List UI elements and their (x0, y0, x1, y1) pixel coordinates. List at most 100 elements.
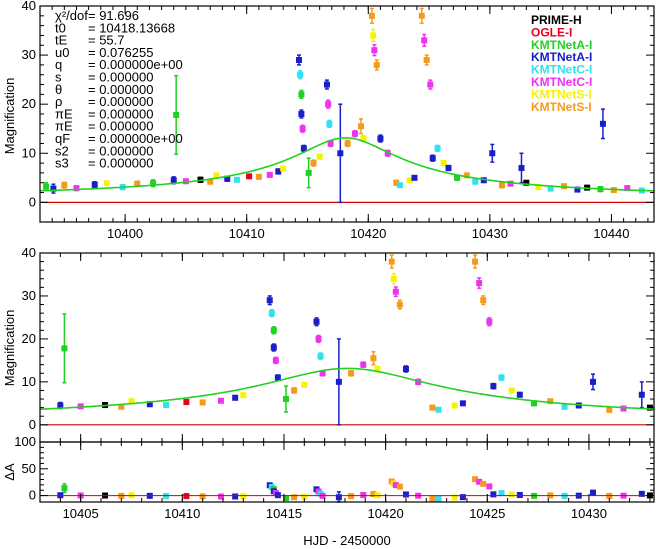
data-point (240, 493, 247, 500)
param-value: = 0.000000 (88, 156, 153, 171)
data-point (435, 495, 442, 502)
data-point (476, 478, 483, 485)
param-value: = 0.000000 (88, 70, 153, 85)
data-point (490, 491, 497, 498)
data-point (547, 398, 554, 405)
data-point (335, 378, 342, 385)
param-label: s2 (55, 143, 69, 158)
data-point (291, 494, 298, 501)
data-point (370, 491, 377, 498)
data-point (429, 404, 436, 411)
data-point (327, 140, 334, 147)
y-tick-label: 20 (22, 331, 36, 346)
data-point (434, 145, 441, 152)
x-axis-label: HJD - 2450000 (303, 533, 390, 548)
data-point (518, 165, 525, 171)
param-value: = 0.000000 (88, 94, 153, 109)
y-tick-label: 0 (29, 417, 36, 432)
data-point (423, 57, 430, 63)
data-point (516, 391, 523, 398)
data-point (268, 310, 275, 317)
data-point (393, 179, 400, 186)
data-point (57, 402, 64, 409)
data-point (508, 387, 515, 394)
data-point (163, 493, 170, 500)
data-point (163, 402, 170, 409)
data-point (463, 172, 470, 179)
data-point (523, 179, 530, 186)
x-tick-label: 10415 (266, 506, 302, 521)
data-point (266, 171, 273, 178)
data-point (606, 406, 613, 413)
data-point (91, 181, 98, 188)
data-point (498, 374, 505, 381)
data-point (561, 403, 568, 410)
data-point (368, 12, 375, 19)
data-point (531, 400, 538, 407)
data-point (435, 406, 442, 413)
data-point (624, 185, 631, 192)
x-tick-label: 10410 (164, 506, 200, 521)
data-point (240, 392, 247, 399)
data-point (199, 399, 206, 406)
y-tick-label: 50 (22, 461, 36, 476)
data-point (283, 495, 290, 502)
legend-entry: KMTNetA-I (531, 38, 592, 52)
data-point (370, 32, 377, 39)
data-point (459, 400, 466, 407)
y-tick-label: 10 (22, 145, 36, 160)
data-point (480, 297, 487, 304)
data-point (295, 57, 302, 63)
top-axis-ticks: 0 10 20 30 40 10400 10410 10420 10430 10440 (22, 0, 654, 241)
fit-parameters: χ²/dof = 91.696 t0 = 10418.13668 tE = 55.7 u0 =… (55, 8, 183, 171)
data-point (325, 101, 332, 108)
data-point (508, 491, 515, 498)
param-value: = 0.000000 (88, 143, 153, 158)
data-point (374, 365, 381, 372)
data-point (323, 81, 330, 88)
x-tick-label: 10430 (472, 226, 508, 241)
data-point (61, 182, 68, 189)
data-point (103, 180, 110, 187)
data-point (390, 275, 397, 282)
legend-entry: KMTNetC-I (531, 63, 592, 77)
data-point (61, 345, 68, 352)
x-tick-label: 10430 (571, 506, 607, 521)
data-point (429, 155, 436, 162)
top-y-axis-label: Magnification (2, 78, 17, 155)
y-tick-label: 40 (22, 0, 36, 13)
param-value: = 91.696 (88, 8, 139, 23)
param-label: q (55, 57, 62, 72)
data-point (326, 120, 333, 127)
data-point (351, 130, 358, 137)
param-label: θ (55, 82, 62, 97)
x-tick-label: 10405 (63, 506, 99, 521)
x-tick-label: 10425 (469, 506, 505, 521)
data-point (217, 493, 224, 500)
data-point (298, 91, 305, 98)
data-point (499, 182, 506, 189)
legend: PRIME-HOGLE-IKMTNetA-IKMTNetA-IKMTNetC-I… (531, 13, 592, 114)
x-tick-label: 10420 (368, 506, 404, 521)
legend-entry: OGLE-I (531, 25, 572, 39)
y-tick-label: 0 (29, 488, 36, 503)
model-curve (40, 367, 655, 410)
data-point (547, 185, 554, 192)
panel-top: 0 10 20 30 40 10400 10410 10420 10430 10440 Magni… (2, 0, 655, 241)
data-point (411, 174, 418, 181)
data-point (182, 178, 189, 185)
data-point (486, 318, 493, 325)
data-point (61, 485, 68, 492)
legend-entry: PRIME-H (531, 13, 582, 27)
y-tick-label: 20 (22, 96, 36, 111)
data-point (270, 344, 277, 351)
data-point (472, 476, 479, 483)
data-point (275, 168, 282, 175)
data-point (183, 493, 190, 500)
data-point (489, 150, 496, 157)
x-tick-label: 10440 (593, 226, 629, 241)
data-point (305, 169, 312, 176)
data-point (150, 180, 157, 187)
data-point (357, 123, 364, 130)
